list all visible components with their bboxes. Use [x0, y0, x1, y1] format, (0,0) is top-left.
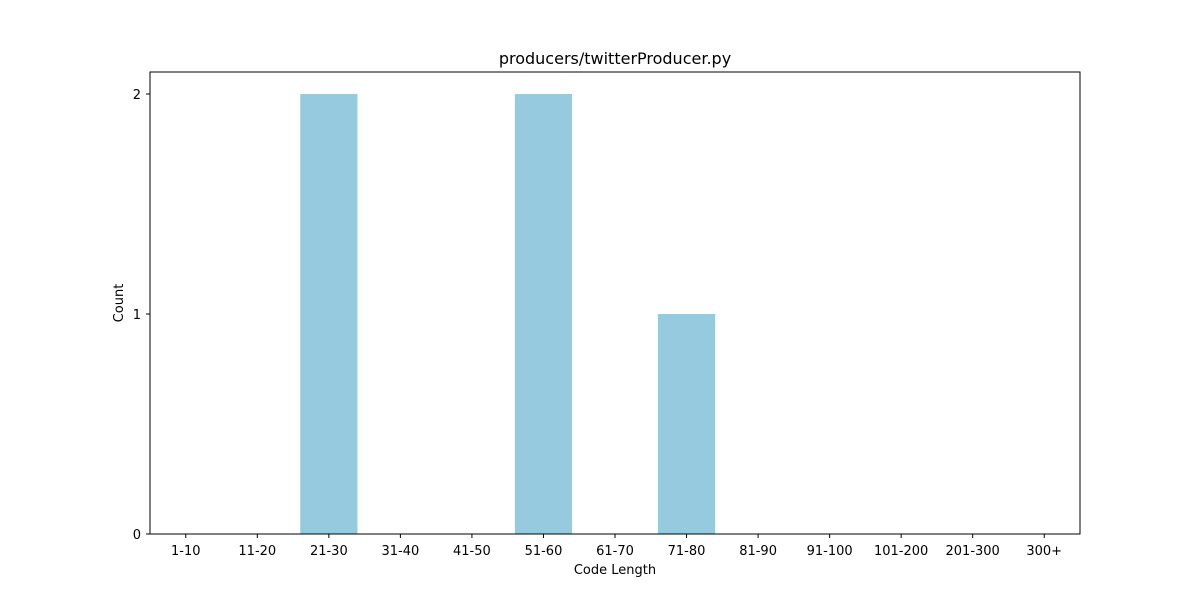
x-tick-label: 21-30 [310, 544, 348, 559]
bar-71-80 [657, 314, 716, 534]
x-tick-label: 201-300 [946, 544, 1000, 559]
x-tick-label: 61-70 [596, 544, 634, 559]
y-axis-ticks: 0 1 2 [133, 88, 150, 543]
bars-group [300, 94, 716, 534]
bar-51-60 [514, 94, 573, 534]
x-tick-label: 91-100 [807, 544, 853, 559]
chart-title: producers/twitterProducer.py [499, 49, 731, 68]
x-tick-label: 11-20 [238, 544, 276, 559]
x-tick-label: 101-200 [874, 544, 928, 559]
y-tick-label: 1 [133, 308, 141, 323]
x-tick-label: 81-90 [739, 544, 777, 559]
y-axis-label: Count [112, 284, 127, 323]
x-axis-ticks: 1-10 11-20 21-30 31-40 41-50 51-60 61-70 71-80 8… [171, 534, 1062, 559]
x-axis-label: Code Length [574, 563, 656, 578]
y-tick-label: 2 [133, 88, 141, 103]
y-tick-label: 0 [133, 528, 141, 543]
x-tick-label: 300+ [1026, 544, 1062, 559]
plot-area-frame [149, 71, 1081, 535]
x-tick-label: 51-60 [525, 544, 563, 559]
x-tick-label: 41-50 [453, 544, 491, 559]
bar-21-30 [300, 94, 358, 534]
x-tick-label: 31-40 [381, 544, 419, 559]
x-tick-label: 71-80 [668, 544, 706, 559]
x-tick-label: 1-10 [171, 544, 201, 559]
